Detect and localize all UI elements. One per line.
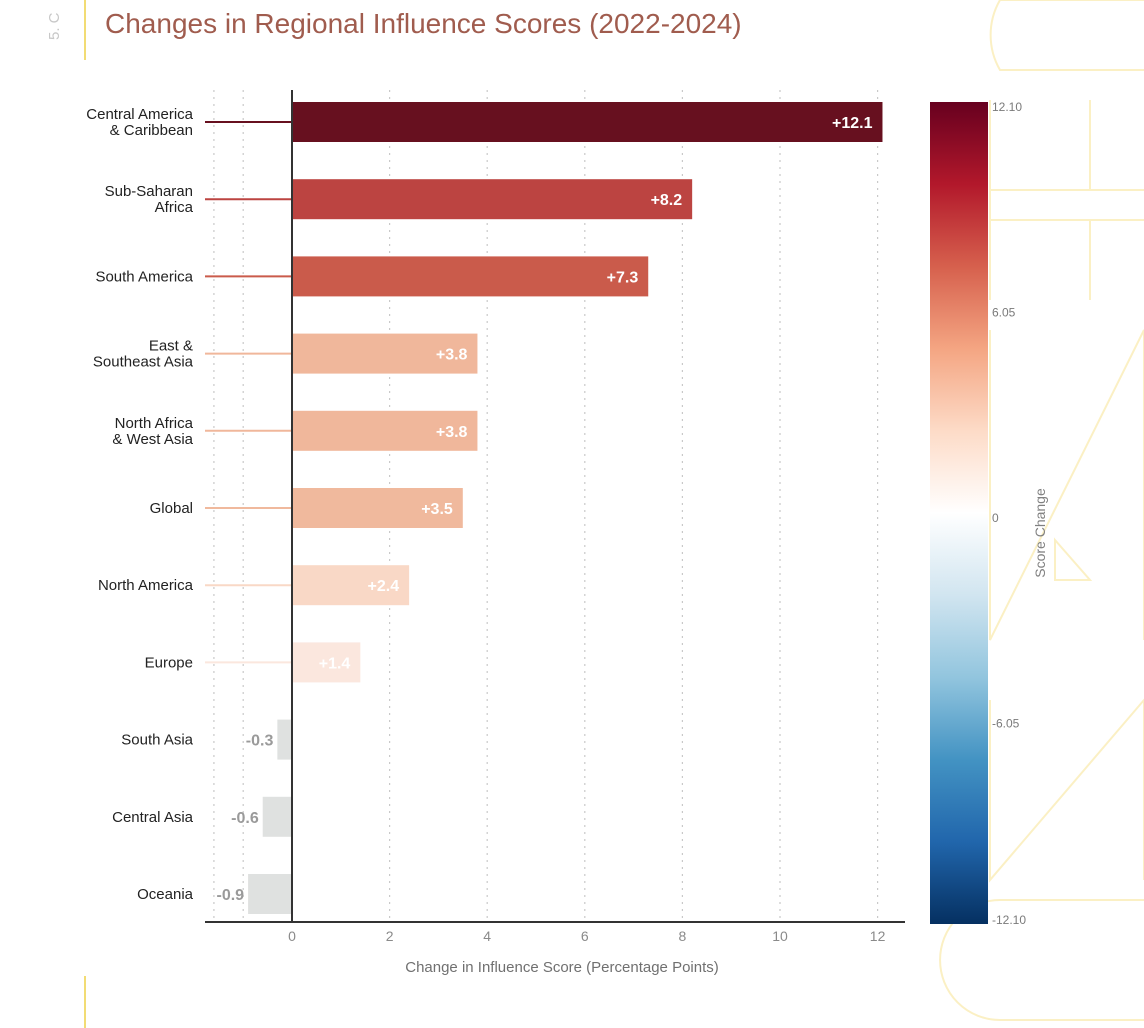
x-tick-label-6: 12 (870, 928, 886, 944)
value-label-4: +3.8 (436, 424, 468, 441)
x-tick-label-0: 0 (288, 928, 296, 944)
x-tick-label-3: 6 (581, 928, 589, 944)
colorbar (930, 102, 988, 924)
value-label-2: +7.3 (607, 269, 639, 286)
category-label-9: Central Asia (112, 809, 194, 826)
category-label-10: Oceania (137, 886, 194, 903)
value-label-9: -0.6 (231, 810, 259, 827)
colorbar-tick-3: -6.05 (992, 717, 1020, 731)
category-label-3: East & Southeast Asia (93, 338, 194, 371)
bar-0 (292, 102, 883, 142)
value-label-0: +12.1 (832, 115, 873, 132)
value-label-7: +1.4 (319, 655, 351, 672)
colorbar-tick-0: 12.10 (992, 100, 1022, 114)
bar-4 (292, 410, 478, 451)
bar-8 (277, 719, 292, 760)
value-label-8: -0.3 (246, 733, 274, 750)
accent-rule-top (84, 0, 86, 60)
x-tick-label-4: 8 (679, 928, 687, 944)
value-label-10: -0.9 (217, 887, 245, 904)
bar-10 (248, 874, 292, 914)
category-label-1: Sub-Saharan Africa (105, 183, 194, 216)
x-tick-label-2: 4 (483, 928, 491, 944)
value-label-5: +3.5 (421, 501, 453, 518)
category-label-7: Europe (145, 654, 193, 671)
accent-rule-bottom (84, 976, 86, 1028)
bar-9 (262, 796, 292, 837)
value-label-1: +8.2 (651, 192, 683, 209)
colorbar-tick-1: 6.05 (992, 306, 1016, 320)
x-axis-title: Change in Influence Score (Percentage Po… (405, 959, 719, 976)
category-label-5: Global (150, 500, 193, 517)
bar-2 (292, 256, 649, 297)
colorbar-tick-4: -12.10 (992, 913, 1026, 927)
colorbar-tick-2: 0 (992, 511, 999, 525)
bar-1 (292, 179, 693, 220)
value-label-6: +2.4 (368, 578, 400, 595)
bar-7 (292, 642, 361, 683)
x-tick-label-5: 10 (772, 928, 788, 944)
bar-3 (292, 333, 478, 374)
category-label-2: South America (95, 268, 193, 285)
bar-6 (292, 565, 410, 606)
category-label-4: North Africa & West Asia (112, 415, 193, 448)
chart-title: Changes in Regional Influence Scores (20… (105, 8, 742, 39)
bar-5 (292, 488, 463, 528)
value-label-3: +3.8 (436, 347, 468, 364)
category-label-6: North America (98, 577, 194, 594)
category-label-0: Central America & Caribbean (86, 106, 193, 139)
x-tick-label-1: 2 (386, 928, 394, 944)
colorbar-title: Score Change (1032, 488, 1048, 578)
category-label-8: South Asia (121, 732, 193, 749)
